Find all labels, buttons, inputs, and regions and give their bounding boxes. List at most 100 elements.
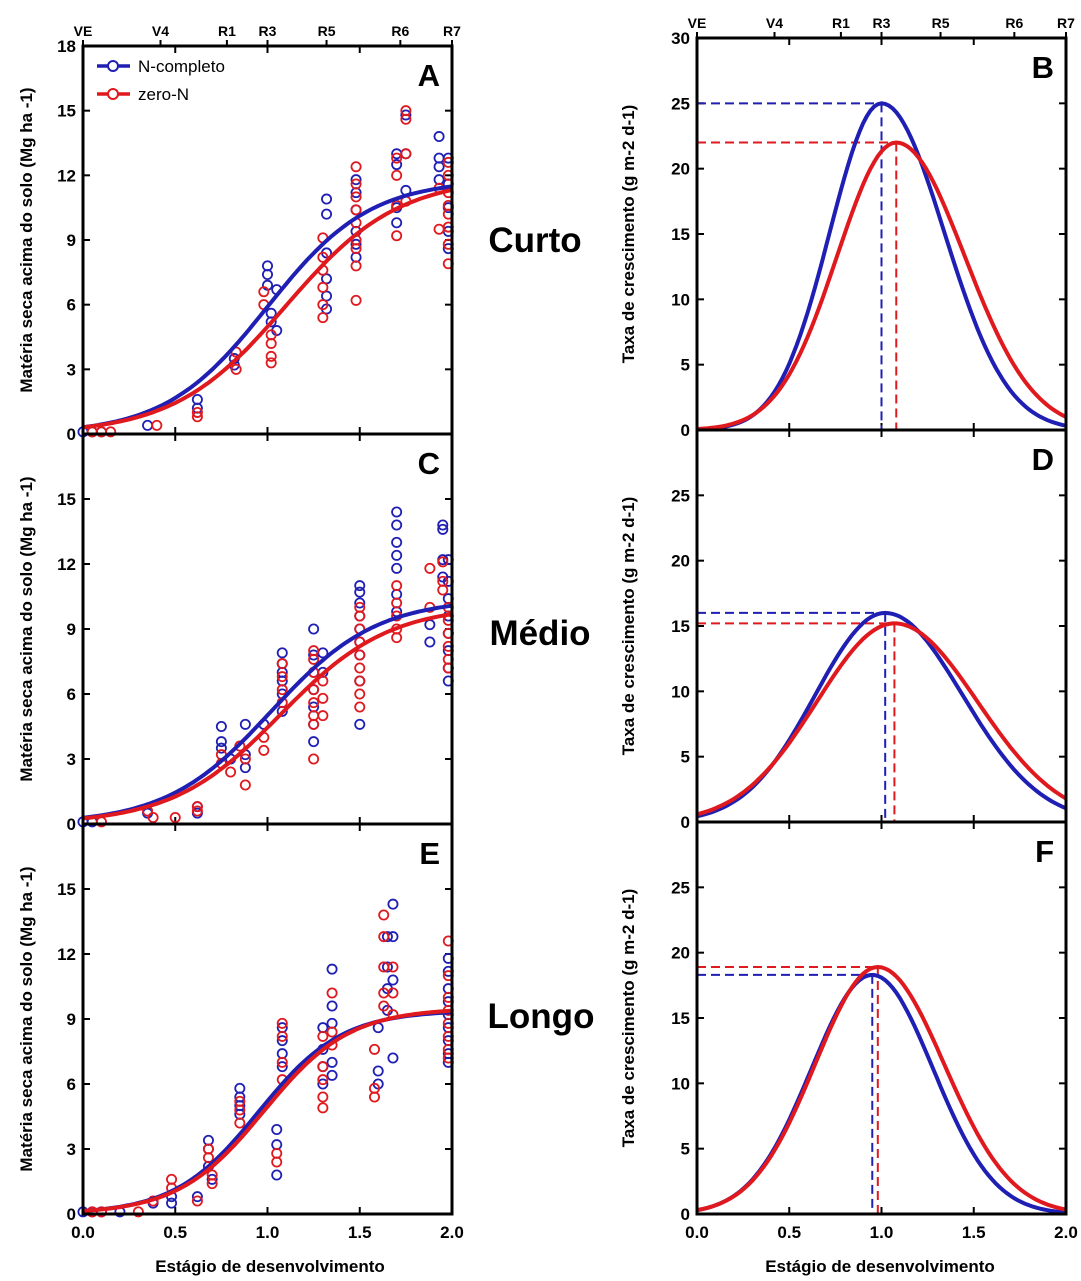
- data-point-zero_n: [391, 597, 403, 609]
- data-point-zero_n: [326, 1026, 338, 1038]
- y-tick-label: 3: [67, 1140, 76, 1159]
- legend: N-completo zero-N: [97, 57, 225, 104]
- data-point-n_completo: [276, 1035, 288, 1047]
- data-point-zero_n: [391, 152, 403, 164]
- y-tick-label: 25: [671, 486, 690, 505]
- data-point-zero_n: [206, 1178, 218, 1190]
- y-tick-label: 0: [681, 1205, 690, 1224]
- data-point-n_completo: [265, 316, 277, 328]
- data-point-zero_n: [350, 178, 362, 190]
- rate-curve-zero_n: [696, 140, 1067, 431]
- data-point-zero_n: [276, 1030, 288, 1042]
- data-point-zero_n: [276, 671, 288, 683]
- row-label-medio: Médio: [489, 614, 590, 653]
- data-point-zero_n: [387, 961, 399, 973]
- data-point-zero_n: [191, 805, 203, 817]
- data-point-zero_n: [400, 113, 412, 125]
- data-point-n_completo: [350, 174, 362, 186]
- data-point-n_completo: [308, 736, 320, 748]
- x-tick-label: 0.0: [685, 1223, 709, 1242]
- data-point-zero_n: [239, 753, 251, 765]
- x-tick-label: 1.0: [256, 1223, 280, 1242]
- stage-label-r3: R3: [259, 23, 277, 39]
- data-point-zero_n: [265, 337, 277, 349]
- data-point-n_completo: [206, 1173, 218, 1185]
- x-tick-label: 0.5: [163, 1223, 187, 1242]
- data-point-zero_n: [317, 281, 329, 293]
- data-point-n_completo: [326, 1056, 338, 1068]
- data-point-zero_n: [326, 987, 338, 999]
- data-point-zero_n: [317, 692, 329, 704]
- data-point-zero_n: [354, 649, 366, 661]
- fit-curve-n_completo: [82, 184, 453, 430]
- data-point-zero_n: [391, 580, 403, 592]
- y-tick-label: 12: [57, 555, 76, 574]
- data-point-n_completo: [387, 1052, 399, 1064]
- data-point-n_completo: [261, 268, 273, 280]
- stage-label-r3: R3: [873, 15, 891, 31]
- legend-marker-zero_n: [107, 88, 119, 100]
- data-point-zero_n: [234, 1104, 246, 1116]
- data-point-n_completo: [191, 1191, 203, 1203]
- data-point-zero_n: [308, 684, 320, 696]
- data-point-zero_n: [317, 1091, 329, 1103]
- y-tick-label: 0: [67, 425, 76, 444]
- plot-frame: [695, 820, 1068, 1216]
- y-tick-label: 12: [57, 166, 76, 185]
- panel-letter-c: C: [418, 446, 440, 481]
- legend-marker-n_completo: [107, 60, 119, 72]
- data-point-zero_n: [354, 688, 366, 700]
- stage-label-r1: R1: [832, 15, 850, 31]
- data-point-n_completo: [387, 974, 399, 986]
- data-point-zero_n: [258, 286, 270, 298]
- data-point-zero_n: [378, 909, 390, 921]
- y-tick-label: 6: [67, 685, 76, 704]
- data-point-zero_n: [276, 658, 288, 670]
- y-tick-label: 15: [671, 1009, 690, 1028]
- data-point-n_completo: [400, 109, 412, 121]
- data-point-zero_n: [234, 1117, 246, 1129]
- y-tick-label: 25: [671, 94, 690, 113]
- rate-curve-zero_n: [696, 621, 1068, 817]
- data-point-zero_n: [400, 148, 412, 160]
- data-point-n_completo: [308, 623, 320, 635]
- data-point-zero_n: [191, 411, 203, 423]
- data-point-n_completo: [326, 1069, 338, 1081]
- y-axis-title-right: Taxa de crescimento (g m-2 d-1): [619, 889, 638, 1148]
- data-point-n_completo: [391, 217, 403, 229]
- data-point-n_completo: [271, 1169, 283, 1181]
- y-tick-label: 15: [671, 225, 690, 244]
- data-point-zero_n: [391, 169, 403, 181]
- y-tick-label: 15: [671, 617, 690, 636]
- data-point-n_completo: [433, 131, 445, 143]
- data-point-zero_n: [317, 1074, 329, 1086]
- data-point-n_completo: [326, 1000, 338, 1012]
- fit-curve-n_completo: [82, 1010, 453, 1213]
- y-tick-label: 25: [671, 878, 690, 897]
- data-point-n_completo: [391, 159, 403, 171]
- data-point-zero_n: [354, 675, 366, 687]
- y-tick-label: 3: [67, 360, 76, 379]
- data-point-zero_n: [202, 1152, 214, 1164]
- data-point-zero_n: [350, 204, 362, 216]
- fit-curve-zero_n: [82, 612, 453, 821]
- y-tick-label: 10: [671, 682, 690, 701]
- stage-label-ve: VE: [688, 15, 707, 31]
- y-tick-label: 9: [67, 231, 76, 250]
- data-point-zero_n: [308, 697, 320, 709]
- data-point-n_completo: [437, 519, 449, 531]
- data-point-zero_n: [350, 294, 362, 306]
- data-point-zero_n: [391, 632, 403, 644]
- y-tick-label: 0: [681, 421, 690, 440]
- panel-letter-d: D: [1032, 442, 1054, 477]
- data-point-zero_n: [191, 406, 203, 418]
- data-point-n_completo: [354, 586, 366, 598]
- y-axis-title-left: Matéria seca acima do solo (Mg ha -1): [17, 866, 36, 1171]
- data-point-zero_n: [317, 312, 329, 324]
- panel-d: 0 5 10 15 20 25 D Taxa de crescimento (g m-2 d-…: [619, 428, 1068, 832]
- data-point-n_completo: [381, 961, 393, 973]
- panel-letter-f: F: [1035, 834, 1054, 869]
- data-point-n_completo: [354, 580, 366, 592]
- y-axis-title-right: Taxa de crescimento (g m-2 d-1): [619, 105, 638, 364]
